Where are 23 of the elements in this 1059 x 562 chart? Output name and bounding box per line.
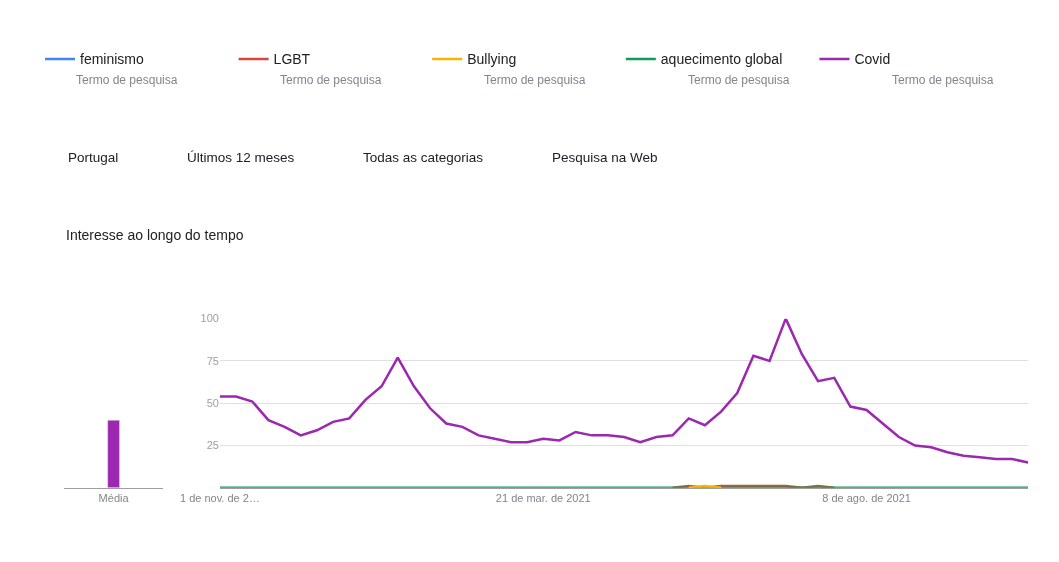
x-tick-label: 21 de mar. de 2021 — [495, 492, 591, 504]
text: Interesse ao longo do tempo — [66, 227, 244, 243]
text: Termo de pesquisa — [688, 73, 790, 87]
y-tick-label: 50 — [206, 397, 219, 410]
text: Todas as categorias — [363, 150, 484, 165]
y-tick-label: 75 — [206, 354, 219, 367]
text: Portugal — [68, 150, 119, 165]
legend-label: aquecimento global — [660, 51, 783, 68]
text: Termo de pesquisa — [280, 73, 382, 87]
legend-label: Bullying — [467, 51, 517, 68]
legend-label: feminismo — [80, 51, 145, 68]
text: Termo de pesquisa — [76, 73, 178, 87]
x-tick-label: 8 de ago. de 2021 — [822, 492, 911, 504]
text: Pesquisa na Web — [552, 150, 658, 165]
legend-label: Covid — [854, 51, 891, 68]
y-tick-label: 25 — [206, 439, 219, 452]
legend-label: LGBT — [273, 51, 311, 68]
text: Últimos 12 meses — [187, 150, 295, 165]
text: Termo de pesquisa — [484, 73, 586, 87]
y-tick-label: 100 — [200, 312, 219, 325]
x-tick-label: Média — [98, 492, 130, 504]
x-tick-label: 1 de nov. de 2… — [179, 492, 260, 504]
text: Termo de pesquisa — [892, 73, 994, 87]
